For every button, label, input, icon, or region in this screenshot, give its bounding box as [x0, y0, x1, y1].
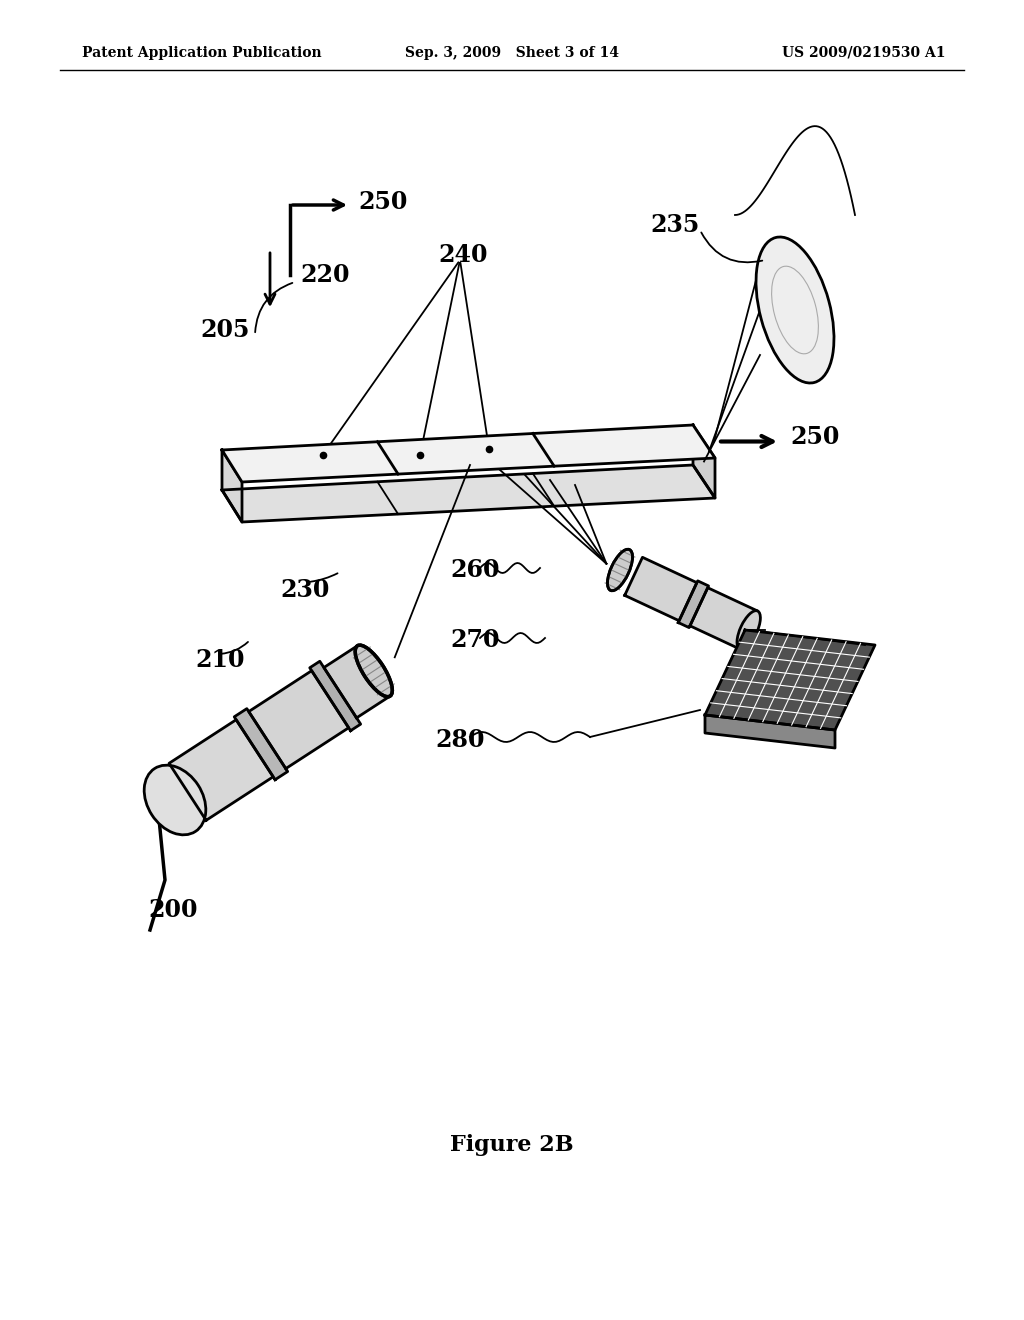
- FancyArrowPatch shape: [701, 232, 762, 263]
- Text: 205: 205: [200, 318, 250, 342]
- Polygon shape: [693, 425, 715, 498]
- Text: 200: 200: [148, 898, 198, 921]
- Text: 235: 235: [650, 213, 699, 238]
- Text: Figure 2B: Figure 2B: [451, 1134, 573, 1156]
- Text: 220: 220: [300, 263, 349, 286]
- FancyArrowPatch shape: [310, 573, 338, 582]
- Polygon shape: [234, 709, 288, 780]
- Polygon shape: [324, 645, 390, 718]
- Ellipse shape: [607, 549, 633, 591]
- Text: 240: 240: [438, 243, 487, 267]
- Text: US 2009/0219530 A1: US 2009/0219530 A1: [781, 46, 945, 59]
- Polygon shape: [169, 719, 273, 820]
- Polygon shape: [222, 465, 715, 521]
- Text: 260: 260: [450, 558, 500, 582]
- Polygon shape: [705, 715, 835, 748]
- FancyArrowPatch shape: [221, 642, 248, 653]
- Text: 210: 210: [195, 648, 245, 672]
- Text: 270: 270: [450, 628, 500, 652]
- Text: 250: 250: [358, 190, 408, 214]
- Text: 230: 230: [280, 578, 330, 602]
- FancyArrowPatch shape: [255, 282, 293, 333]
- Polygon shape: [678, 581, 709, 627]
- Polygon shape: [705, 630, 874, 730]
- Polygon shape: [690, 587, 758, 649]
- Text: 250: 250: [790, 425, 840, 449]
- Ellipse shape: [355, 645, 392, 697]
- Text: 280: 280: [435, 729, 484, 752]
- Polygon shape: [222, 450, 242, 521]
- Polygon shape: [249, 671, 348, 768]
- Polygon shape: [309, 661, 360, 731]
- Ellipse shape: [144, 766, 206, 834]
- Text: Patent Application Publication: Patent Application Publication: [82, 46, 322, 59]
- Polygon shape: [222, 425, 715, 482]
- Ellipse shape: [737, 611, 761, 649]
- Text: Sep. 3, 2009   Sheet 3 of 14: Sep. 3, 2009 Sheet 3 of 14: [406, 46, 618, 59]
- Polygon shape: [625, 557, 697, 620]
- Ellipse shape: [756, 238, 834, 383]
